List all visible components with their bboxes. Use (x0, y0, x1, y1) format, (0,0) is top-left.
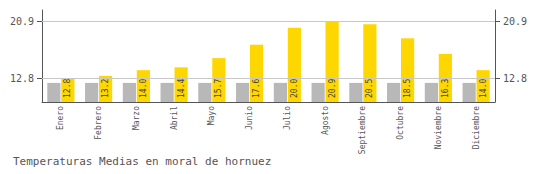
svg-text:Temperaturas Medias en moral d: Temperaturas Medias en moral de hornuez (13, 155, 271, 168)
svg-text:Octubre: Octubre (396, 106, 405, 140)
svg-text:20.9: 20.9 (10, 16, 34, 27)
svg-text:20.9: 20.9 (503, 16, 527, 27)
svg-text:18.5: 18.5 (403, 79, 412, 98)
svg-text:12.8: 12.8 (503, 73, 527, 84)
svg-text:12.8: 12.8 (63, 79, 72, 98)
svg-text:Noviembre: Noviembre (434, 106, 443, 150)
svg-text:Diciembre: Diciembre (472, 106, 481, 150)
svg-text:Febrero: Febrero (94, 106, 103, 140)
svg-text:15.7: 15.7 (214, 79, 223, 98)
svg-text:Septiembre: Septiembre (358, 106, 367, 154)
svg-text:12.8: 12.8 (10, 73, 34, 84)
svg-text:13.2: 13.2 (101, 79, 110, 98)
svg-text:16.3: 16.3 (441, 79, 450, 98)
svg-text:Mayo: Mayo (207, 106, 216, 125)
svg-text:Julio: Julio (283, 106, 292, 130)
svg-text:Agosto: Agosto (321, 106, 330, 135)
svg-text:20.5: 20.5 (365, 79, 374, 98)
svg-text:Abril: Abril (170, 106, 179, 130)
svg-text:Enero: Enero (56, 106, 65, 130)
svg-text:20.0: 20.0 (290, 79, 299, 98)
svg-text:Marzo: Marzo (132, 106, 141, 130)
svg-text:17.6: 17.6 (252, 79, 261, 98)
svg-text:14.0: 14.0 (139, 79, 148, 98)
svg-text:14.4: 14.4 (177, 79, 186, 98)
svg-text:20.9: 20.9 (328, 79, 337, 98)
svg-text:14.0: 14.0 (479, 79, 488, 98)
svg-text:Junio: Junio (245, 106, 254, 130)
